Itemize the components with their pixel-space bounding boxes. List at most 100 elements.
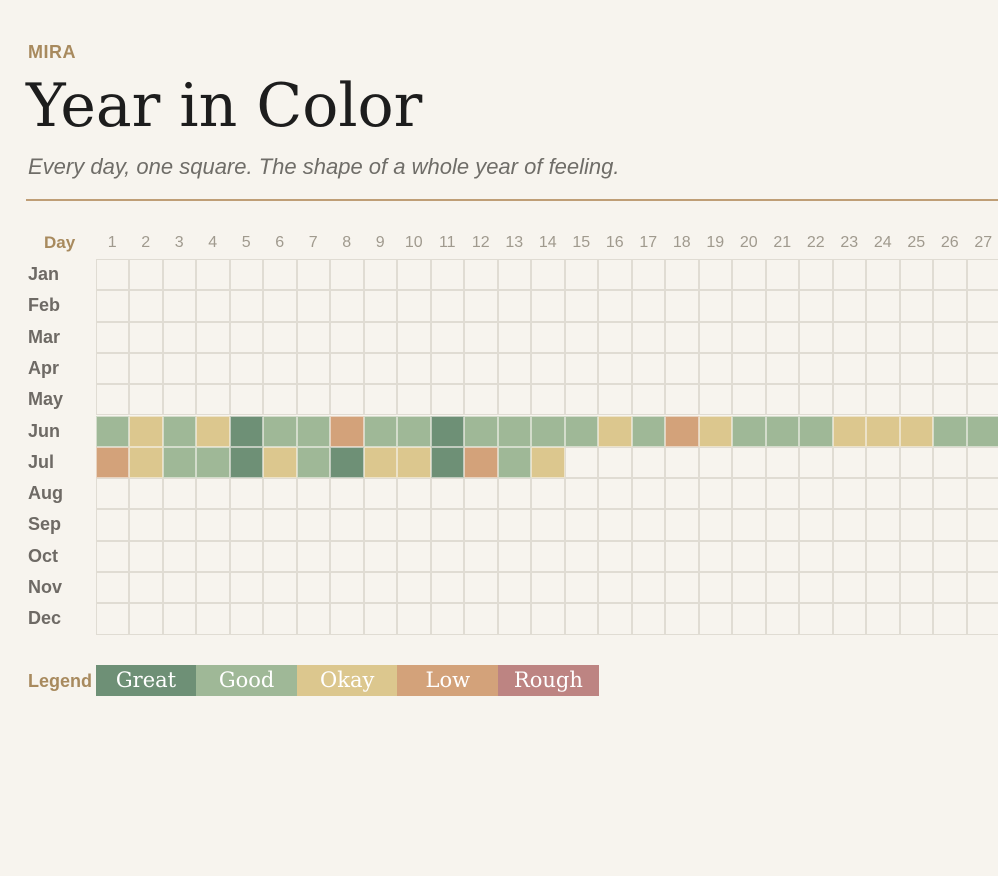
day-cell-jul-20[interactable] <box>732 446 766 479</box>
day-cell-jun-21[interactable] <box>765 415 799 447</box>
day-cell-jan-10[interactable] <box>397 259 431 291</box>
day-cell-jan-4[interactable] <box>196 259 230 291</box>
day-cell-sep-18[interactable] <box>665 509 699 541</box>
day-cell-mar-19[interactable] <box>698 321 732 353</box>
day-cell-jul-11[interactable] <box>430 446 464 479</box>
day-cell-oct-12[interactable] <box>464 540 498 572</box>
day-cell-jun-27[interactable] <box>966 415 998 447</box>
day-cell-aug-10[interactable] <box>397 478 431 510</box>
day-cell-dec-18[interactable] <box>665 603 699 635</box>
day-cell-jun-15[interactable] <box>564 415 598 447</box>
day-cell-nov-1[interactable] <box>95 572 129 604</box>
day-cell-oct-5[interactable] <box>229 540 263 572</box>
day-cell-apr-19[interactable] <box>698 352 732 385</box>
day-cell-mar-26[interactable] <box>933 321 967 353</box>
day-cell-feb-13[interactable] <box>497 290 531 322</box>
day-cell-dec-2[interactable] <box>129 603 163 635</box>
day-cell-feb-12[interactable] <box>464 290 498 322</box>
day-cell-jul-27[interactable] <box>966 446 998 479</box>
day-cell-jul-9[interactable] <box>363 446 397 479</box>
day-cell-dec-21[interactable] <box>765 603 799 635</box>
day-cell-mar-20[interactable] <box>732 321 766 353</box>
day-cell-feb-23[interactable] <box>832 290 866 322</box>
day-cell-feb-22[interactable] <box>799 290 833 322</box>
day-cell-nov-3[interactable] <box>162 572 196 604</box>
day-cell-oct-22[interactable] <box>799 540 833 572</box>
day-cell-sep-25[interactable] <box>899 509 933 541</box>
day-cell-jul-18[interactable] <box>665 446 699 479</box>
day-cell-apr-26[interactable] <box>933 352 967 385</box>
day-cell-oct-17[interactable] <box>631 540 665 572</box>
day-cell-jan-2[interactable] <box>129 259 163 291</box>
day-cell-apr-10[interactable] <box>397 352 431 385</box>
day-cell-aug-6[interactable] <box>263 478 297 510</box>
day-cell-apr-16[interactable] <box>598 352 632 385</box>
day-cell-dec-15[interactable] <box>564 603 598 635</box>
day-cell-jan-7[interactable] <box>296 259 330 291</box>
day-cell-oct-14[interactable] <box>531 540 565 572</box>
day-cell-sep-8[interactable] <box>330 509 364 541</box>
day-cell-apr-22[interactable] <box>799 352 833 385</box>
day-cell-nov-23[interactable] <box>832 572 866 604</box>
day-cell-mar-23[interactable] <box>832 321 866 353</box>
day-cell-jun-9[interactable] <box>363 415 397 447</box>
day-cell-aug-18[interactable] <box>665 478 699 510</box>
day-cell-may-7[interactable] <box>296 384 330 416</box>
day-cell-feb-2[interactable] <box>129 290 163 322</box>
day-cell-dec-11[interactable] <box>430 603 464 635</box>
day-cell-jul-23[interactable] <box>832 446 866 479</box>
day-cell-feb-1[interactable] <box>95 290 129 322</box>
day-cell-mar-10[interactable] <box>397 321 431 353</box>
day-cell-dec-10[interactable] <box>397 603 431 635</box>
day-cell-nov-21[interactable] <box>765 572 799 604</box>
day-cell-jun-12[interactable] <box>464 415 498 447</box>
day-cell-jan-20[interactable] <box>732 259 766 291</box>
day-cell-mar-9[interactable] <box>363 321 397 353</box>
day-cell-dec-26[interactable] <box>933 603 967 635</box>
day-cell-oct-7[interactable] <box>296 540 330 572</box>
day-cell-mar-6[interactable] <box>263 321 297 353</box>
day-cell-jul-8[interactable] <box>330 446 364 479</box>
day-cell-jul-25[interactable] <box>899 446 933 479</box>
day-cell-nov-4[interactable] <box>196 572 230 604</box>
day-cell-jul-12[interactable] <box>464 446 498 479</box>
day-cell-sep-3[interactable] <box>162 509 196 541</box>
day-cell-jun-5[interactable] <box>229 415 263 447</box>
day-cell-sep-2[interactable] <box>129 509 163 541</box>
day-cell-aug-11[interactable] <box>430 478 464 510</box>
day-cell-feb-25[interactable] <box>899 290 933 322</box>
day-cell-sep-13[interactable] <box>497 509 531 541</box>
day-cell-mar-13[interactable] <box>497 321 531 353</box>
day-cell-oct-26[interactable] <box>933 540 967 572</box>
day-cell-nov-19[interactable] <box>698 572 732 604</box>
day-cell-jan-26[interactable] <box>933 259 967 291</box>
day-cell-jan-25[interactable] <box>899 259 933 291</box>
day-cell-may-18[interactable] <box>665 384 699 416</box>
day-cell-apr-6[interactable] <box>263 352 297 385</box>
day-cell-feb-7[interactable] <box>296 290 330 322</box>
day-cell-aug-16[interactable] <box>598 478 632 510</box>
day-cell-feb-6[interactable] <box>263 290 297 322</box>
day-cell-apr-7[interactable] <box>296 352 330 385</box>
day-cell-apr-1[interactable] <box>95 352 129 385</box>
day-cell-may-9[interactable] <box>363 384 397 416</box>
day-cell-jun-1[interactable] <box>95 415 129 447</box>
day-cell-apr-5[interactable] <box>229 352 263 385</box>
day-cell-feb-4[interactable] <box>196 290 230 322</box>
day-cell-jun-26[interactable] <box>933 415 967 447</box>
day-cell-sep-21[interactable] <box>765 509 799 541</box>
day-cell-jun-17[interactable] <box>631 415 665 447</box>
day-cell-aug-21[interactable] <box>765 478 799 510</box>
day-cell-jun-8[interactable] <box>330 415 364 447</box>
day-cell-jul-19[interactable] <box>698 446 732 479</box>
day-cell-sep-17[interactable] <box>631 509 665 541</box>
day-cell-dec-24[interactable] <box>866 603 900 635</box>
day-cell-jul-17[interactable] <box>631 446 665 479</box>
day-cell-aug-20[interactable] <box>732 478 766 510</box>
day-cell-may-25[interactable] <box>899 384 933 416</box>
day-cell-oct-15[interactable] <box>564 540 598 572</box>
day-cell-dec-22[interactable] <box>799 603 833 635</box>
day-cell-feb-9[interactable] <box>363 290 397 322</box>
day-cell-mar-5[interactable] <box>229 321 263 353</box>
day-cell-jan-14[interactable] <box>531 259 565 291</box>
